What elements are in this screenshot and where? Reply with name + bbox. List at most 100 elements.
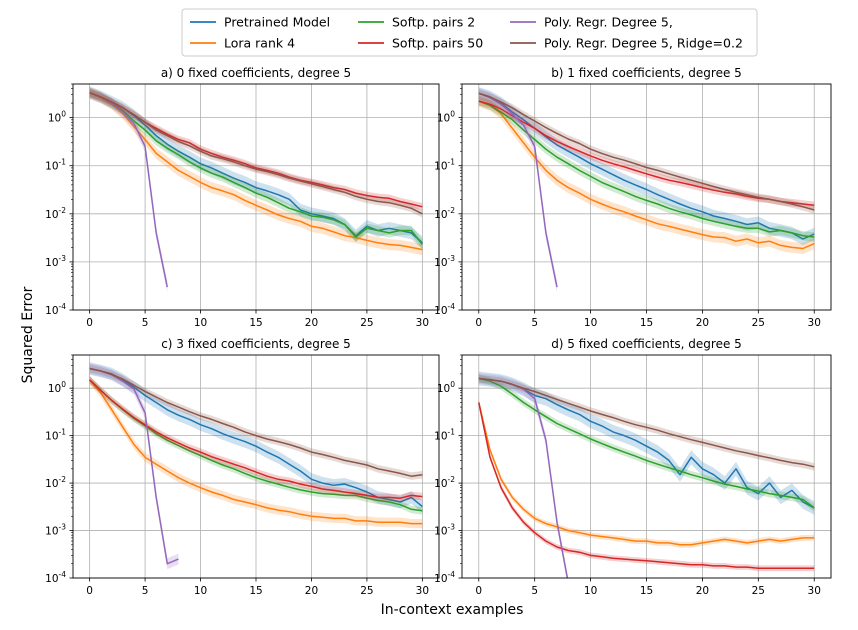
x-tick-label: 15: [640, 585, 653, 597]
x-tick-label: 0: [475, 317, 482, 329]
panel-title: d) 5 fixed coefficients, degree 5: [551, 337, 742, 351]
x-tick-label: 30: [416, 585, 429, 597]
y-tick-label: 10-3: [45, 523, 66, 538]
y-tick-label: 10-2: [434, 206, 455, 221]
y-tick-label: 10-1: [45, 428, 66, 443]
x-tick-label: 25: [360, 317, 373, 329]
series-line: [89, 367, 423, 477]
x-tick-label: 5: [531, 317, 538, 329]
series-line: [89, 91, 423, 245]
y-tick-label: 10-4: [434, 570, 455, 585]
y-tick-label: 10-3: [45, 254, 66, 269]
x-tick-label: 30: [808, 585, 821, 597]
series-band: [478, 374, 815, 471]
y-tick-label: 10-1: [434, 158, 455, 173]
series-band: [478, 374, 815, 512]
legend-label: Lora rank 4: [224, 36, 295, 51]
series-band: [478, 97, 815, 210]
panel-title: b) 1 fixed coefficients, degree 5: [551, 66, 742, 80]
y-tick-label: 10-4: [45, 570, 66, 585]
x-tick-label: 5: [142, 585, 149, 597]
y-tick-label: 100: [437, 110, 455, 125]
series-line: [478, 92, 558, 288]
x-tick-label: 0: [475, 585, 482, 597]
x-tick-label: 20: [696, 317, 709, 329]
y-axis-label: Squared Error: [20, 286, 36, 383]
y-tick-label: 10-3: [434, 254, 455, 269]
series-band: [478, 95, 815, 254]
x-tick-label: 15: [249, 317, 262, 329]
series-line: [89, 379, 423, 512]
series-band: [89, 88, 423, 218]
series-group: [478, 87, 815, 293]
y-tick-label: 100: [437, 380, 455, 395]
y-tick-label: 10-4: [434, 302, 455, 317]
series-line: [478, 377, 815, 509]
legend-label: Softp. pairs 50: [392, 36, 483, 51]
series-band: [478, 87, 815, 246]
series-line: [478, 92, 815, 211]
x-tick-label: 15: [640, 317, 653, 329]
legend-label: Pretrained Model: [224, 15, 330, 30]
series-group: [89, 362, 423, 570]
x-tick-label: 20: [305, 317, 318, 329]
x-tick-label: 30: [416, 317, 429, 329]
series-band: [89, 364, 423, 480]
legend-label: Softp. pairs 2: [392, 15, 475, 30]
x-tick-label: 0: [86, 317, 93, 329]
x-tick-label: 10: [194, 317, 207, 329]
x-tick-label: 25: [752, 585, 765, 597]
y-tick-label: 10-3: [434, 523, 455, 538]
x-tick-label: 30: [808, 317, 821, 329]
x-tick-label: 10: [584, 317, 597, 329]
x-tick-label: 0: [86, 585, 93, 597]
x-tick-label: 10: [584, 585, 597, 597]
series-line: [89, 91, 423, 215]
y-tick-label: 10-2: [45, 475, 66, 490]
panel-title: c) 3 fixed coefficients, degree 5: [161, 337, 351, 351]
series-group: [478, 371, 815, 578]
series-line: [478, 100, 815, 250]
series-line: [89, 379, 423, 525]
series-band: [478, 96, 815, 242]
x-tick-label: 25: [752, 317, 765, 329]
series-line: [89, 91, 423, 244]
x-tick-label: 20: [696, 585, 709, 597]
x-tick-label: 10: [194, 585, 207, 597]
legend: Pretrained Model Lora rank 4 Softp. pairs …: [181, 8, 758, 57]
series-line: [478, 377, 815, 509]
series-line: [478, 100, 815, 238]
x-tick-label: 5: [142, 317, 149, 329]
chart-panel: 0 5 10 15 20 25 30 100 10-1 10-2 10-3 10-4 a) 0 fixe…: [45, 66, 440, 329]
series-group: [89, 86, 423, 293]
series-line: [478, 402, 815, 570]
x-tick-label: 15: [249, 585, 262, 597]
series-line: [478, 377, 815, 468]
series-line: [89, 367, 423, 508]
y-tick-label: 10-2: [434, 475, 455, 490]
series-line: [89, 379, 423, 499]
legend-label: Poly. Regr. Degree 5, Ridge=0.2: [544, 36, 743, 51]
legend-label: Poly. Regr. Degree 5,: [544, 15, 673, 30]
y-tick-label: 100: [48, 380, 66, 395]
y-tick-label: 10-4: [45, 302, 66, 317]
series-line: [478, 100, 815, 207]
chart-panel: 0 5 10 15 20 25 30 100 10-1 10-2 10-3 10-4 d) 5 fixe…: [434, 337, 832, 597]
chart-panel: 0 5 10 15 20 25 30 100 10-1 10-2 10-3 10-4 b) 1 fixe…: [434, 66, 832, 329]
legend-frame: [181, 8, 758, 57]
y-tick-label: 10-1: [434, 428, 455, 443]
x-axis-label: In-context examples: [381, 602, 524, 618]
y-tick-label: 10-1: [45, 158, 66, 173]
x-tick-label: 25: [360, 585, 373, 597]
series-band: [89, 376, 423, 515]
y-tick-label: 100: [48, 110, 66, 125]
series-line: [478, 402, 815, 546]
y-tick-label: 10-2: [45, 206, 66, 221]
x-tick-label: 5: [531, 585, 538, 597]
series-line: [89, 92, 423, 251]
x-tick-label: 20: [305, 585, 318, 597]
chart-panel: 0 5 10 15 20 25 30 100 10-1 10-2 10-3 10-4 c) 3 fixe…: [45, 337, 440, 597]
panel-title: a) 0 fixed coefficients, degree 5: [161, 66, 351, 80]
